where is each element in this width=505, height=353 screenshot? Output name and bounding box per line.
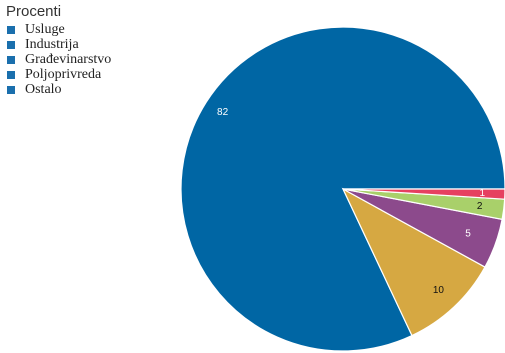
legend-label: Usluge xyxy=(25,22,65,37)
legend-label: Poljoprivreda xyxy=(25,67,102,82)
legend-swatch xyxy=(7,40,15,49)
legend-item-poljoprivreda: Poljoprivreda xyxy=(6,67,111,82)
chart-legend: Procenti Usluge Industrija Građevinarstv… xyxy=(6,3,111,98)
legend-item-ostalo: Ostalo xyxy=(6,82,111,97)
legend-label: Građevinarstvo xyxy=(25,52,112,67)
legend-swatch xyxy=(7,85,15,94)
data-label-ostalo: 1 xyxy=(480,188,486,199)
legend-item-usluge: Usluge xyxy=(6,22,111,37)
legend-title: Procenti xyxy=(6,3,62,20)
legend-item-gradevinarstvo: Građevinarstvo xyxy=(6,52,111,67)
legend-item-industrija: Industrija xyxy=(6,37,111,52)
legend-swatch xyxy=(7,25,15,34)
data-label-usluge: 82 xyxy=(217,107,229,118)
pie-slice-industrija xyxy=(341,187,486,337)
data-label-industrija: 10 xyxy=(433,285,445,296)
legend-label: Ostalo xyxy=(25,82,62,97)
data-label-poljoprivreda: 5 xyxy=(465,229,471,240)
legend-label: Industrija xyxy=(25,37,79,52)
legend-swatch xyxy=(7,55,15,64)
data-label-graevinarstvo: 2 xyxy=(477,201,483,212)
legend-swatch xyxy=(7,70,15,79)
